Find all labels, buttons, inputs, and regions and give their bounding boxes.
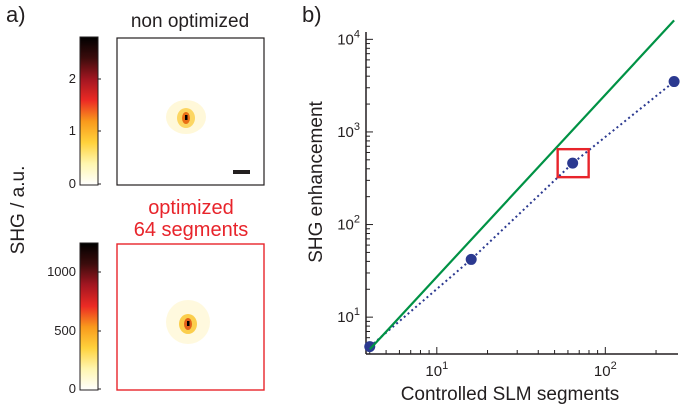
bottom-image-title-line2: 64 segments — [134, 219, 249, 241]
top-image-peak — [185, 115, 188, 120]
top-colorbar-frame — [79, 36, 99, 186]
bottom-colorbar-tick-label: 1000 — [47, 264, 76, 279]
top-colorbar-ticks: 0 1 2 — [69, 71, 101, 191]
data-point — [465, 253, 477, 265]
top-image-panel: non optimized — [116, 11, 265, 186]
data-point — [668, 76, 680, 88]
x-axis-label: Controlled SLM segments — [401, 384, 620, 405]
bottom-colorbar-ticks: 0 500 1000 — [47, 264, 101, 396]
bottom-colorbar-frame — [79, 242, 99, 391]
top-colorbar-tick-label: 0 — [69, 176, 76, 191]
x-tick-label: 101 — [425, 360, 448, 380]
top-colorbar-tick-label: 2 — [69, 71, 76, 86]
scale-bar — [233, 170, 250, 174]
panel-b: b) SHG enhancement Controlled SLM segmen… — [302, 2, 680, 405]
bottom-image-title-line1: optimized — [148, 197, 234, 219]
panel-b-label: b) — [302, 2, 322, 27]
top-colorbar-tick-label: 1 — [69, 123, 76, 138]
top-image-title: non optimized — [131, 11, 249, 32]
y-tick-label: 101 — [337, 306, 360, 326]
top-colorbar: 0 1 2 — [69, 36, 101, 191]
bottom-image-peak — [187, 321, 190, 326]
bottom-colorbar: 0 500 1000 — [47, 242, 101, 396]
panel-a: a) SHG / a.u. 0 1 2 non optimized optimize… — [6, 2, 265, 396]
y-tick-label: 102 — [337, 214, 360, 234]
y-tick-label: 104 — [337, 28, 360, 48]
top-colorbar-gradient — [80, 37, 98, 185]
bottom-colorbar-gradient — [80, 243, 98, 390]
highlight-box — [556, 147, 590, 179]
panel-a-label: a) — [6, 2, 26, 27]
plot-area: 101 102 101 102 103 104 — [337, 19, 680, 380]
data-point — [364, 341, 376, 353]
data-point — [567, 157, 579, 169]
y-axis-label: SHG enhancement — [306, 100, 327, 262]
bottom-colorbar-tick-label: 500 — [54, 323, 76, 338]
panel-a-ylabel: SHG / a.u. — [8, 166, 29, 255]
measured-dotted-line — [369, 80, 675, 348]
x-tick-label: 102 — [594, 360, 617, 380]
bottom-colorbar-tick-label: 0 — [69, 381, 76, 396]
theory-line — [368, 19, 675, 351]
bottom-image-panel — [116, 243, 265, 391]
y-tick-label: 103 — [337, 121, 360, 141]
